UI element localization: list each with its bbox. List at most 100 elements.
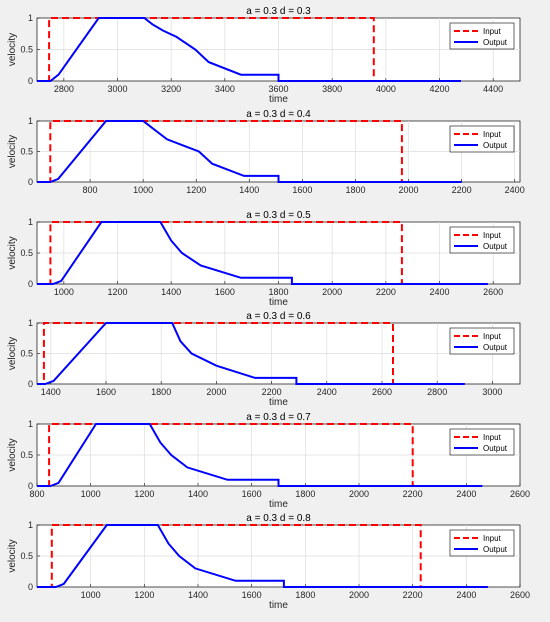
y-tick-label: 0 xyxy=(28,481,33,491)
x-tick-label: 3000 xyxy=(482,387,502,397)
subplot-5: 800 1000 1200 1400 1600 1800 2000 2200 2400 2600 0… xyxy=(7,412,530,510)
legend: Input Output xyxy=(449,327,515,355)
x-tick-label: 4000 xyxy=(376,84,396,94)
x-tick-label: 1600 xyxy=(292,185,312,195)
x-axis-label: time xyxy=(269,600,288,611)
legend-label: Input xyxy=(483,231,502,240)
x-axis-label: time xyxy=(269,499,288,510)
x-tick-label: 2600 xyxy=(510,489,530,499)
x-tick-label: 800 xyxy=(83,185,98,195)
x-tick-label: 1800 xyxy=(295,489,315,499)
x-tick-label: 2000 xyxy=(206,387,226,397)
output-series-line xyxy=(37,120,462,183)
x-tick-label: 2200 xyxy=(262,387,282,397)
x-tick-label: 2000 xyxy=(349,489,369,499)
y-axis-label: velocity xyxy=(7,33,18,66)
x-tick-label: 3200 xyxy=(161,84,181,94)
legend-label: Input xyxy=(483,130,502,139)
y-tick-label: 1 xyxy=(28,13,33,23)
x-tick-label: 2400 xyxy=(429,287,449,297)
legend-label: Input xyxy=(483,27,502,36)
x-tick-label: 4400 xyxy=(483,84,503,94)
chart-title: a = 0.3 d = 0.8 xyxy=(246,513,311,524)
y-tick-label: 0 xyxy=(28,177,33,187)
y-tick-label: 0.5 xyxy=(20,450,33,460)
x-tick-label: 1400 xyxy=(161,287,181,297)
x-tick-label: 1000 xyxy=(81,489,101,499)
chart-title: a = 0.3 d = 0.6 xyxy=(246,311,311,322)
x-tick-label: 1600 xyxy=(96,387,116,397)
output-series-line xyxy=(37,423,483,487)
y-tick-label: 1 xyxy=(28,217,33,227)
legend-label: Output xyxy=(483,343,508,352)
legend-box xyxy=(449,125,515,153)
legend-label: Input xyxy=(483,332,502,341)
legend-label: Input xyxy=(483,534,502,543)
y-tick-label: 1 xyxy=(28,419,33,429)
x-tick-label: 1200 xyxy=(107,287,127,297)
legend-box xyxy=(449,22,515,50)
x-tick-label: 2200 xyxy=(403,590,423,600)
y-tick-label: 0.5 xyxy=(20,248,33,258)
x-tick-label: 3400 xyxy=(215,84,235,94)
x-tick-label: 1800 xyxy=(345,185,365,195)
x-axis-label: time xyxy=(269,297,288,308)
x-tick-label: 3000 xyxy=(107,84,127,94)
legend-box xyxy=(449,428,515,456)
x-tick-label: 1600 xyxy=(215,287,235,297)
subplot-6: 1000 1200 1400 1600 1800 2000 2200 2400 2600 0 0.5… xyxy=(7,513,530,611)
x-tick-label: 800 xyxy=(29,489,44,499)
y-tick-label: 0.5 xyxy=(20,551,33,561)
chart-title: a = 0.3 d = 0.4 xyxy=(246,109,311,120)
y-tick-label: 0.5 xyxy=(20,349,33,359)
x-tick-label: 2000 xyxy=(399,185,419,195)
x-tick-label: 1800 xyxy=(295,590,315,600)
x-tick-label: 1400 xyxy=(188,489,208,499)
y-tick-label: 0.5 xyxy=(20,45,33,55)
y-tick-label: 0 xyxy=(28,379,33,389)
y-axis-label: velocity xyxy=(7,135,18,168)
y-tick-label: 0 xyxy=(28,582,33,592)
legend: Input Output xyxy=(449,226,515,254)
x-tick-label: 2400 xyxy=(317,387,337,397)
x-tick-label: 2000 xyxy=(322,287,342,297)
legend-box xyxy=(449,226,515,254)
chart-title: a = 0.3 d = 0.5 xyxy=(246,210,311,221)
x-tick-label: 2200 xyxy=(376,287,396,297)
output-series-line xyxy=(37,221,488,285)
x-tick-label: 4200 xyxy=(429,84,449,94)
x-tick-label: 3800 xyxy=(322,84,342,94)
legend: Input Output xyxy=(449,125,515,153)
legend-label: Input xyxy=(483,433,502,442)
x-tick-label: 2400 xyxy=(456,489,476,499)
y-axis-label: velocity xyxy=(7,539,18,572)
x-axis-label: time xyxy=(269,94,288,105)
x-tick-label: 1200 xyxy=(186,185,206,195)
x-tick-label: 1200 xyxy=(134,590,154,600)
legend: Input Output xyxy=(449,22,515,50)
x-tick-label: 1600 xyxy=(242,590,262,600)
x-tick-label: 2400 xyxy=(505,185,525,195)
x-tick-label: 2800 xyxy=(427,387,447,397)
legend-box xyxy=(449,327,515,355)
x-tick-label: 2000 xyxy=(349,590,369,600)
legend-box xyxy=(449,529,515,557)
legend: Input Output xyxy=(449,428,515,456)
x-tick-label: 1800 xyxy=(268,287,288,297)
chart-title: a = 0.3 d = 0.3 xyxy=(246,6,311,17)
y-tick-label: 1 xyxy=(28,116,33,126)
subplot-3: 1000 1200 1400 1600 1800 2000 2200 2400 2600 0 0.5… xyxy=(7,210,521,308)
x-axis-label: time xyxy=(269,397,288,408)
x-tick-label: 1400 xyxy=(239,185,259,195)
legend-label: Output xyxy=(483,242,508,251)
y-tick-label: 1 xyxy=(28,520,33,530)
y-axis-label: velocity xyxy=(7,236,18,269)
y-axis-label: velocity xyxy=(7,438,18,471)
subplot-4: 1400 1600 1800 2000 2200 2400 2600 2800 3000 0 0.5… xyxy=(7,311,521,408)
y-tick-label: 0.5 xyxy=(20,147,33,157)
legend: Input Output xyxy=(449,529,515,557)
x-tick-label: 2200 xyxy=(403,489,423,499)
legend-label: Output xyxy=(483,141,508,150)
subplot-2: 800 1000 1200 1400 1600 1800 2000 2200 2400 0 0.5 1… xyxy=(7,109,525,195)
